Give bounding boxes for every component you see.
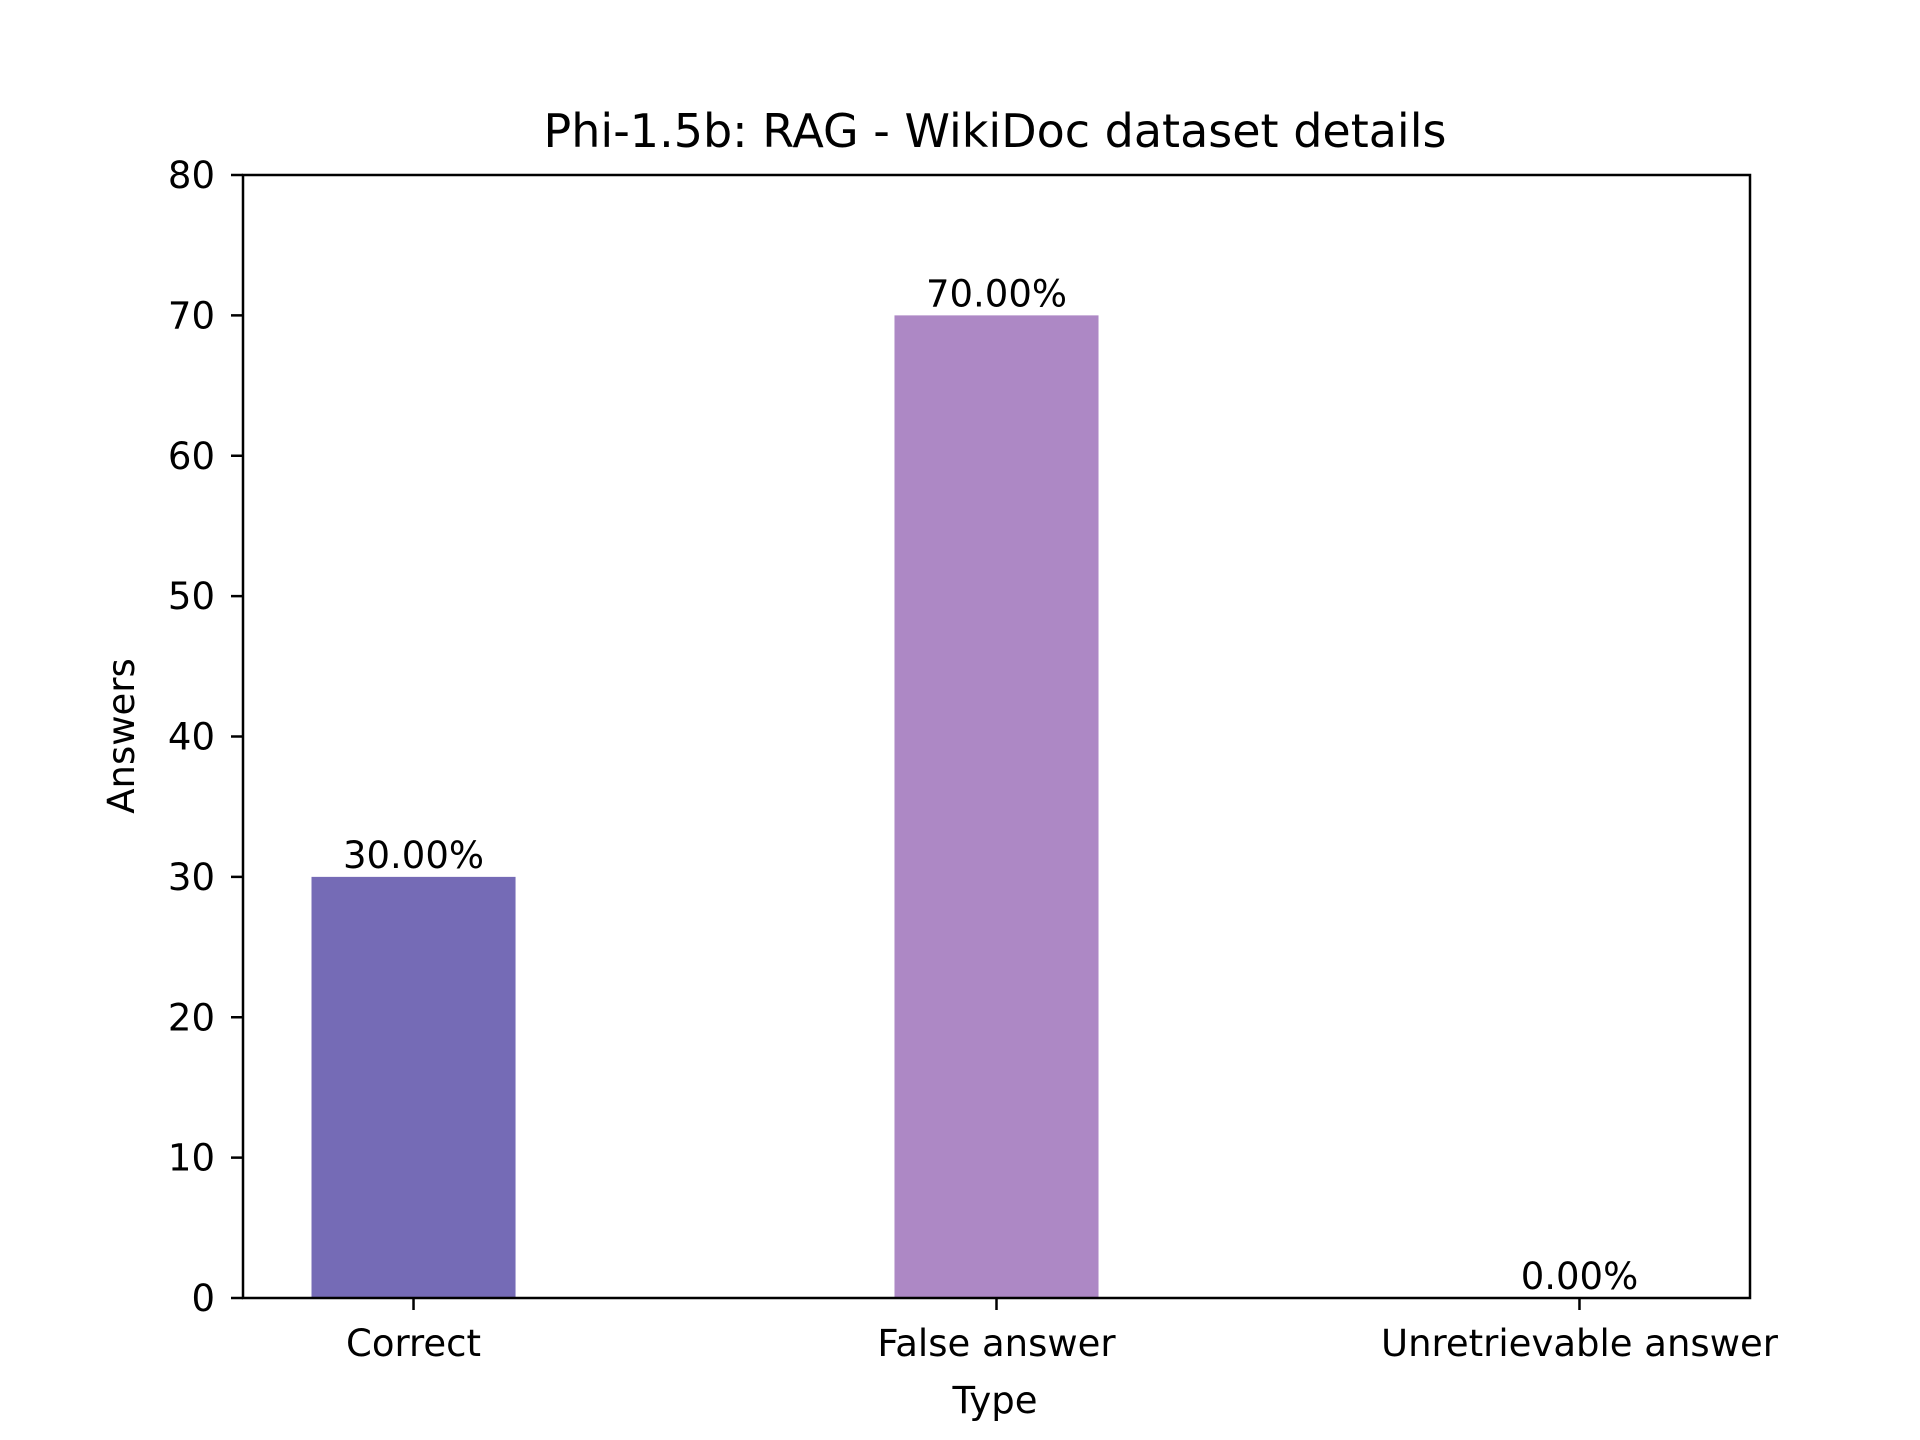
y-tick-label: 80: [168, 154, 215, 197]
y-axis: 0 10 20 30 40 50 60 70 80: [168, 154, 243, 1320]
x-axis-label: Type: [952, 1379, 1038, 1422]
y-tick-label: 60: [168, 435, 215, 478]
y-tick-label: 70: [168, 294, 215, 337]
data-label: 70.00%: [926, 272, 1067, 315]
x-tick-label: False answer: [877, 1322, 1116, 1365]
bar-false-answer: [894, 315, 1099, 1298]
x-tick-label: Correct: [346, 1322, 481, 1365]
y-tick-label: 40: [168, 716, 215, 759]
x-tick-label: Unretrievable answer: [1381, 1322, 1779, 1365]
y-axis-label: Answers: [100, 658, 143, 814]
x-axis: Correct False answer Unretrievable answer: [346, 1298, 1779, 1365]
y-tick-label: 30: [168, 856, 215, 899]
chart-title: Phi-1.5b: RAG - WikiDoc dataset details: [544, 104, 1447, 158]
y-tick-label: 0: [191, 1277, 215, 1320]
data-label: 30.00%: [343, 834, 484, 877]
data-labels-group: 30.00% 70.00% 0.00%: [343, 272, 1638, 1298]
y-tick-label: 50: [168, 575, 215, 618]
data-label: 0.00%: [1521, 1255, 1639, 1298]
bar-correct: [311, 876, 516, 1298]
y-tick-label: 10: [168, 1137, 215, 1180]
bars-group: [311, 315, 1099, 1298]
y-tick-label: 20: [168, 996, 215, 1039]
